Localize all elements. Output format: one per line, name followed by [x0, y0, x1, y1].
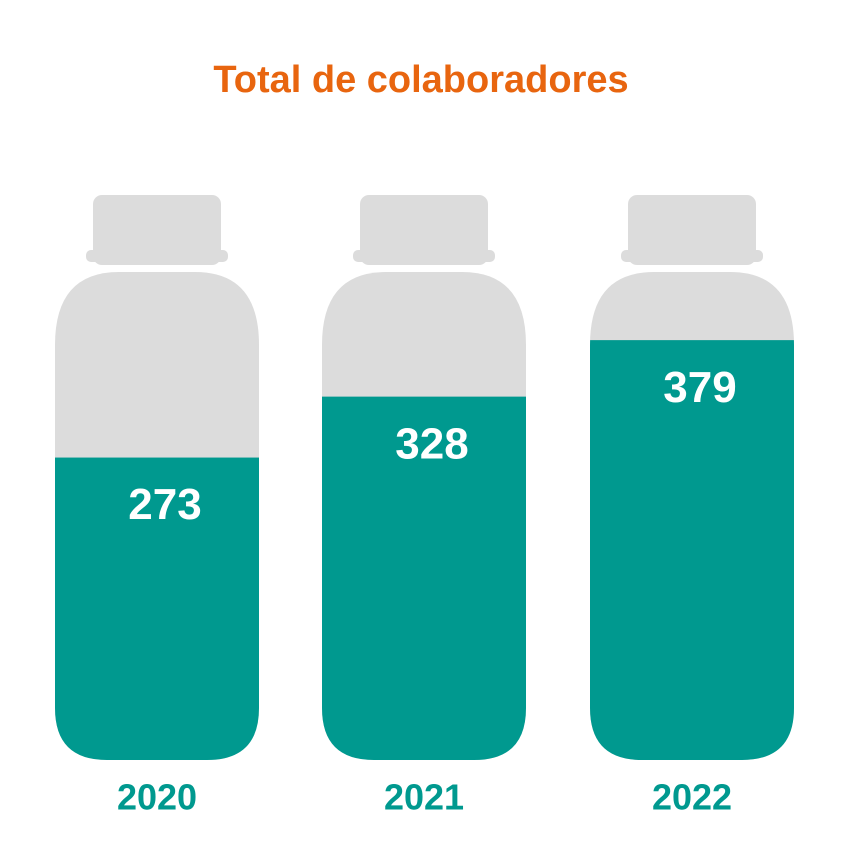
value-label: 328 [395, 419, 468, 468]
value-label: 273 [128, 480, 201, 529]
bottle-shape [86, 250, 228, 262]
bar [322, 396, 526, 760]
chart-title: Total de colaboradores [213, 59, 628, 101]
bottle-shape [93, 195, 221, 265]
bottle-shape [353, 250, 495, 262]
bottle-shape [628, 195, 756, 265]
bar [590, 340, 794, 760]
x-tick-label: 2022 [652, 777, 732, 818]
x-tick-label: 2021 [384, 777, 464, 818]
bar [55, 457, 259, 760]
x-tick-label: 2020 [117, 777, 197, 818]
bottle-shape [621, 250, 763, 262]
bottle-shape [360, 195, 488, 265]
value-label: 379 [663, 363, 736, 412]
